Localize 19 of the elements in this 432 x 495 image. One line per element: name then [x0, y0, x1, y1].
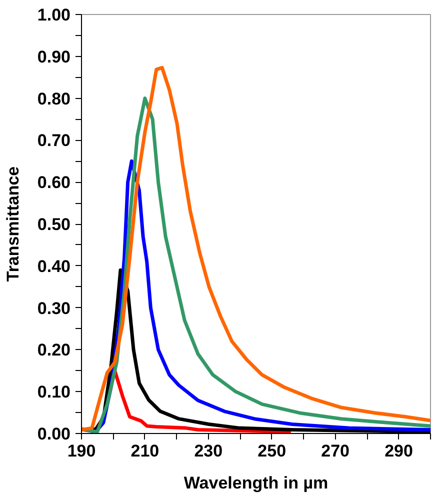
- y-tick-label: 0.50: [37, 215, 71, 234]
- x-tick-label: 230: [194, 442, 223, 460]
- y-tick-label: 0.30: [37, 298, 71, 318]
- y-tick-label: 0.90: [37, 47, 71, 66]
- x-tick-label: 210: [130, 442, 160, 460]
- y-tick-label: 0.70: [37, 131, 71, 150]
- y-axis-title: Transmittance: [3, 166, 22, 282]
- y-tick-label: 0.80: [37, 89, 71, 108]
- y-tick-label: 0.20: [37, 340, 71, 360]
- x-tick-label: 250: [258, 442, 286, 460]
- y-tick-label: 0.10: [37, 382, 71, 402]
- x-tick-label: 270: [321, 442, 350, 460]
- y-tick-label: 0.00: [37, 424, 71, 444]
- y-tick-label: 0.60: [37, 173, 71, 192]
- x-tick-label: 290: [384, 442, 413, 460]
- y-tick-label: 0.40: [37, 256, 71, 276]
- x-tick-label: 190: [67, 442, 96, 460]
- y-tick-label: 1.00: [37, 6, 71, 24]
- x-axis-title: Wavelength in µm: [184, 474, 328, 492]
